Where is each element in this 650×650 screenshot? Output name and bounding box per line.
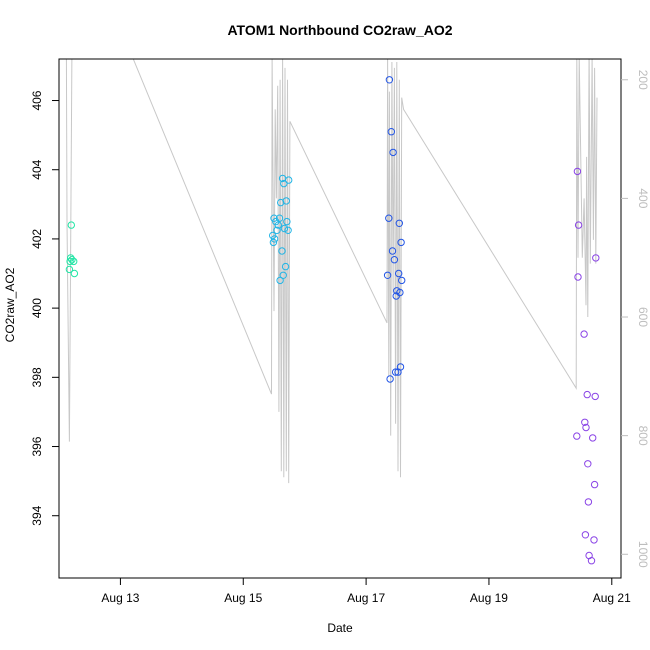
data-point — [269, 238, 278, 247]
data-point — [587, 557, 596, 565]
y-tick-label: 406 — [30, 90, 44, 110]
data-point — [390, 256, 399, 264]
data-point — [584, 460, 592, 468]
data-point — [282, 197, 290, 205]
data-point — [584, 498, 593, 506]
y-tick-label: 398 — [30, 367, 44, 387]
y2-axis: 200 400 600 800 1000 — [621, 70, 650, 568]
y-tick-label: 404 — [30, 159, 44, 179]
data-point — [397, 238, 405, 247]
y2-tick-label: 1000 — [636, 541, 650, 568]
data-point — [386, 375, 394, 383]
data-point — [280, 224, 289, 233]
data-point — [385, 214, 393, 222]
data-point — [581, 418, 589, 426]
y-tick-label: 396 — [30, 436, 44, 456]
x-tick-label: Aug 19 — [470, 591, 508, 605]
data-point — [574, 221, 583, 229]
data-point — [274, 221, 282, 229]
data-point — [591, 392, 599, 401]
data-point — [581, 531, 590, 539]
data-point — [65, 265, 74, 274]
data-point — [273, 226, 281, 235]
y2-tick-label: 200 — [636, 70, 650, 90]
y2-tick-label: 600 — [636, 307, 650, 327]
data-point — [391, 368, 400, 376]
y2-tick-label: 800 — [636, 426, 650, 446]
data-point — [573, 167, 582, 176]
chart-title: ATOM1 Northbound CO2raw_AO2 — [227, 22, 452, 38]
y-axis-label: CO2raw_AO2 — [3, 267, 17, 342]
data-point — [574, 273, 582, 281]
data-point — [270, 235, 279, 243]
data-point — [275, 214, 284, 222]
data-point — [573, 432, 581, 440]
data-point — [580, 330, 588, 338]
data-point — [278, 247, 286, 255]
data-point — [583, 390, 591, 399]
data-point — [590, 536, 598, 544]
y-tick-label: 400 — [30, 298, 44, 318]
data-point — [280, 179, 288, 188]
x-tick-label: Aug 17 — [347, 591, 385, 605]
data-point — [396, 363, 405, 371]
data-point — [385, 76, 394, 84]
data-point — [66, 257, 74, 266]
data-point — [389, 148, 397, 157]
y2-tick-label: 400 — [636, 188, 650, 208]
y-axis: 394 396 398 400 402 404 406 — [30, 90, 59, 526]
gray-line-layer — [65, 59, 598, 484]
data-point — [387, 128, 395, 136]
data-point — [67, 221, 76, 229]
points-layer — [65, 76, 600, 565]
data-point — [68, 256, 76, 264]
data-point — [70, 269, 79, 278]
data-point — [284, 226, 292, 235]
data-point — [283, 217, 291, 226]
data-point — [592, 254, 600, 262]
data-point — [398, 276, 406, 285]
x-tick-label: Aug 15 — [224, 591, 262, 605]
plot-frame — [58, 58, 622, 579]
x-tick-label: Aug 13 — [101, 591, 139, 605]
data-point — [70, 257, 78, 266]
x-axis: Aug 13 Aug 15 Aug 17 Aug 19 Aug 21 — [101, 578, 631, 605]
data-point — [395, 269, 403, 278]
x-axis-label: Date — [327, 621, 353, 635]
y-tick-label: 402 — [30, 229, 44, 249]
data-point — [396, 288, 404, 297]
data-point — [281, 262, 290, 271]
x-tick-label: Aug 21 — [593, 591, 631, 605]
data-point — [590, 480, 599, 489]
data-point — [589, 434, 597, 442]
gray-series-line — [65, 59, 598, 484]
data-point — [383, 271, 392, 279]
data-point — [395, 219, 403, 228]
data-point — [582, 423, 590, 432]
data-point — [388, 247, 397, 255]
data-point — [285, 176, 293, 184]
y-tick-label: 394 — [30, 505, 44, 525]
data-point — [279, 271, 287, 279]
